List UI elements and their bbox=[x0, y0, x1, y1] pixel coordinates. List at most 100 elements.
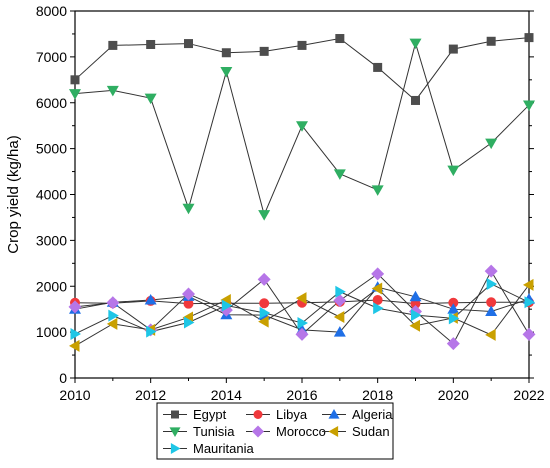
x-tick-label: 2014 bbox=[211, 387, 242, 403]
data-point-egypt bbox=[146, 39, 156, 49]
data-point-algeria bbox=[409, 290, 422, 302]
y-tick-label: 1000 bbox=[36, 324, 67, 340]
data-point-mauritania bbox=[221, 299, 233, 312]
data-point-sudan bbox=[485, 328, 496, 341]
data-point-mauritania bbox=[448, 312, 460, 325]
legend-label: Egypt bbox=[193, 407, 227, 422]
data-point-sudan bbox=[296, 292, 307, 305]
x-tick-label: 2018 bbox=[362, 387, 393, 403]
markers-egypt bbox=[70, 33, 534, 105]
data-point-libya bbox=[183, 298, 194, 309]
data-point-egypt bbox=[108, 40, 118, 50]
data-point-tunisia bbox=[409, 38, 422, 50]
data-point-egypt bbox=[486, 36, 496, 46]
legend-marker bbox=[170, 443, 181, 454]
x-tick-label: 2020 bbox=[438, 387, 469, 403]
y-tick-label: 5000 bbox=[36, 141, 67, 157]
legend-item-morocco: Morocco bbox=[246, 424, 326, 439]
markers-sudan bbox=[69, 278, 534, 352]
legend-label: Tunisia bbox=[193, 424, 235, 439]
legend-box bbox=[156, 402, 394, 460]
data-point-tunisia bbox=[69, 89, 81, 100]
data-point-morocco bbox=[106, 296, 120, 310]
data-point-morocco bbox=[522, 327, 536, 341]
legend-marker bbox=[328, 426, 339, 437]
data-point-tunisia bbox=[523, 100, 535, 112]
y-tick-label: 8000 bbox=[36, 3, 67, 19]
data-point-egypt bbox=[373, 62, 383, 72]
data-point-libya bbox=[486, 297, 497, 308]
y-tick-label: 4000 bbox=[36, 187, 67, 203]
data-point-algeria bbox=[485, 305, 498, 316]
data-point-egypt bbox=[524, 33, 534, 43]
data-point-tunisia bbox=[106, 85, 119, 97]
data-point-algeria bbox=[447, 303, 460, 314]
y-tick-label: 7000 bbox=[36, 49, 67, 65]
data-point-morocco bbox=[68, 300, 82, 314]
data-point-mauritania bbox=[486, 277, 498, 290]
y-tick-label: 2000 bbox=[36, 278, 67, 294]
data-point-mauritania bbox=[373, 302, 384, 315]
data-point-tunisia bbox=[371, 185, 384, 196]
legend: Egypt Libya Algeria Tunisia Morocco Sudan Maur… bbox=[156, 402, 394, 460]
legend-label: Sudan bbox=[352, 424, 390, 439]
legend-marker bbox=[328, 409, 340, 419]
data-point-morocco bbox=[182, 287, 195, 301]
x-tick-label: 2016 bbox=[286, 387, 317, 403]
legend-item-egypt: Egypt bbox=[163, 407, 227, 422]
legend-item-tunisia: Tunisia bbox=[163, 424, 235, 439]
data-point-mauritania bbox=[335, 285, 346, 298]
data-point-morocco bbox=[371, 267, 385, 281]
data-point-mauritania bbox=[146, 325, 157, 338]
legend-item-algeria: Algeria bbox=[322, 407, 393, 422]
data-point-morocco bbox=[484, 264, 498, 278]
data-point-tunisia bbox=[258, 210, 271, 221]
data-point-tunisia bbox=[485, 138, 498, 150]
legend-marker bbox=[171, 410, 179, 419]
data-point-sudan bbox=[409, 319, 420, 332]
data-point-mauritania bbox=[259, 306, 271, 319]
y-tick-label: 6000 bbox=[36, 95, 67, 111]
legend-label: Morocco bbox=[276, 424, 326, 439]
data-point-sudan bbox=[523, 278, 534, 291]
y-tick-label: 3000 bbox=[36, 232, 67, 248]
y-tick-label: 0 bbox=[59, 370, 67, 386]
data-point-tunisia bbox=[447, 165, 460, 177]
legend-item-mauritania: Mauritania bbox=[163, 441, 254, 456]
data-point-morocco bbox=[333, 293, 347, 307]
data-point-morocco bbox=[446, 337, 460, 351]
data-point-morocco bbox=[257, 272, 271, 286]
markers-morocco bbox=[68, 264, 536, 351]
data-point-sudan bbox=[258, 315, 269, 328]
legend-label: Libya bbox=[276, 407, 308, 422]
data-point-egypt bbox=[411, 95, 420, 105]
data-point-egypt bbox=[184, 39, 193, 49]
legend-label: Algeria bbox=[352, 407, 393, 422]
data-point-sudan bbox=[333, 310, 345, 323]
data-point-libya bbox=[448, 297, 459, 308]
data-point-sudan bbox=[69, 339, 80, 352]
data-point-algeria bbox=[144, 294, 157, 305]
data-point-sudan bbox=[106, 317, 118, 330]
data-point-mauritania bbox=[524, 296, 535, 309]
markers-tunisia bbox=[69, 38, 535, 221]
data-point-tunisia bbox=[144, 93, 157, 105]
data-point-egypt bbox=[448, 44, 458, 54]
legend-marker bbox=[169, 427, 181, 437]
data-point-mauritania bbox=[297, 316, 308, 329]
data-point-tunisia bbox=[182, 203, 195, 215]
data-point-tunisia bbox=[296, 121, 308, 132]
data-point-mauritania bbox=[184, 316, 195, 329]
legend-item-libya: Libya bbox=[246, 407, 308, 422]
legend-marker bbox=[253, 410, 263, 419]
data-point-egypt bbox=[297, 40, 307, 50]
data-point-libya bbox=[372, 295, 383, 306]
data-point-sudan bbox=[220, 294, 231, 307]
data-point-mauritania bbox=[108, 309, 119, 322]
data-point-tunisia bbox=[333, 169, 346, 180]
x-tick-label: 2010 bbox=[59, 387, 90, 403]
data-point-sudan bbox=[371, 282, 383, 295]
data-point-mauritania bbox=[411, 309, 422, 322]
